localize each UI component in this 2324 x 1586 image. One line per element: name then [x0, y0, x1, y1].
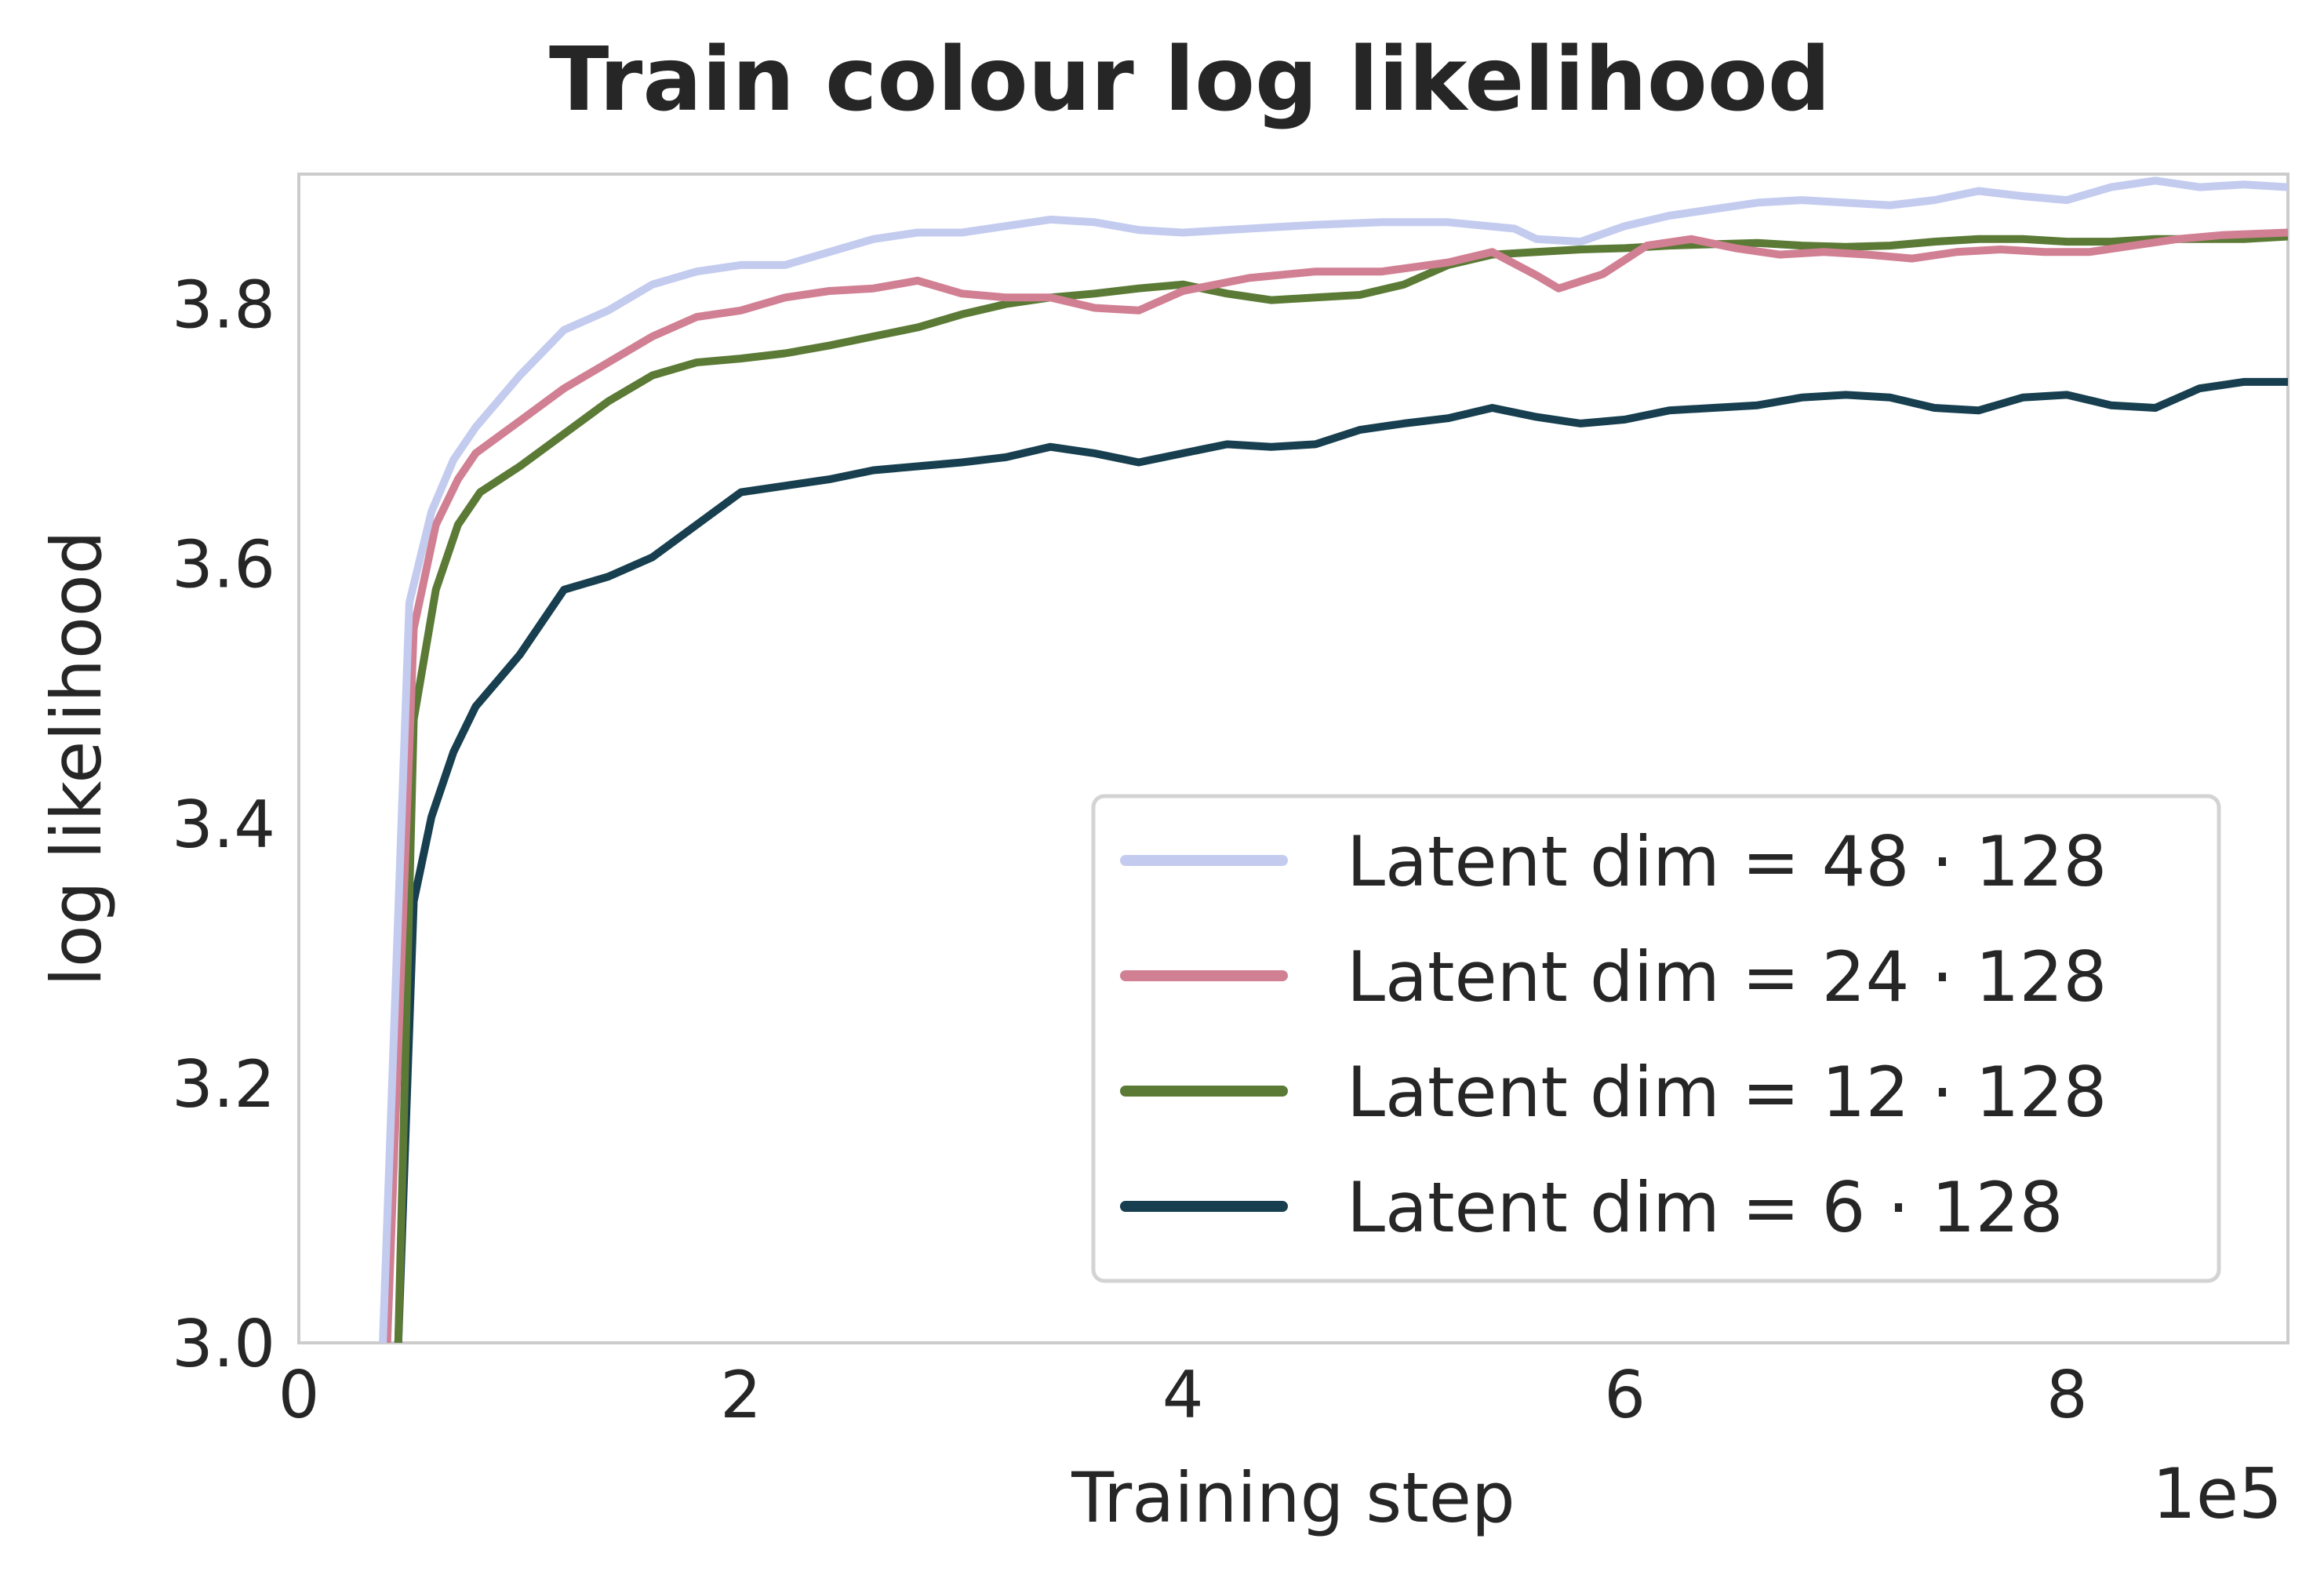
x-tick-label: 0 — [278, 1357, 320, 1433]
series-line — [383, 228, 2288, 1343]
x-tick-label: 6 — [1604, 1357, 1646, 1433]
legend: Latent dim = 48 · 128 Latent dim = 24 · 1… — [1091, 794, 2221, 1283]
y-axis-label: log likelihood — [36, 530, 117, 986]
x-axis-offset-label: 1e5 — [2152, 1453, 2282, 1534]
x-tick-label: 8 — [2046, 1357, 2088, 1433]
legend-label: Latent dim = 48 · 128 — [1347, 821, 2107, 902]
series-line — [394, 377, 2288, 1343]
x-tick-label: 4 — [1162, 1357, 1204, 1433]
y-tick-label: 3.8 — [172, 267, 275, 344]
legend-label: Latent dim = 6 · 128 — [1347, 1167, 2063, 1248]
chart-title: Train colour log likelihood — [549, 29, 1831, 131]
series-line — [394, 232, 2288, 1343]
y-tick-label: 3.0 — [172, 1306, 275, 1382]
x-axis-label: Training step — [1071, 1457, 1515, 1538]
legend-label: Latent dim = 12 · 128 — [1347, 1052, 2107, 1133]
y-tick-label: 3.6 — [172, 527, 275, 603]
series-layer — [379, 176, 2288, 1343]
y-axis-ticks: 3.0 3.2 3.4 3.6 3.8 — [172, 267, 275, 1382]
x-tick-label: 2 — [720, 1357, 762, 1433]
legend-label: Latent dim = 24 · 128 — [1347, 937, 2107, 1017]
series-line — [379, 176, 2288, 1343]
y-tick-label: 3.2 — [172, 1046, 275, 1122]
x-axis-ticks: 0 2 4 6 8 — [278, 1357, 2088, 1433]
legend-box — [1091, 794, 2221, 1283]
y-tick-label: 3.4 — [172, 787, 275, 863]
